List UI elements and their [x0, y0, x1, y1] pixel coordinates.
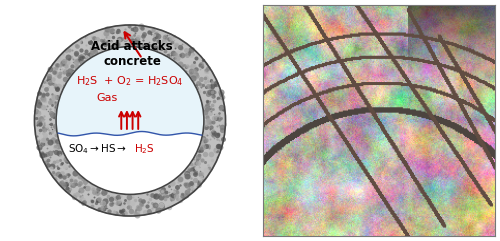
Circle shape	[34, 25, 226, 216]
Text: H$_2$S  + O$_2$ = H$_2$SO$_4$: H$_2$S + O$_2$ = H$_2$SO$_4$	[76, 74, 184, 88]
Circle shape	[56, 47, 204, 194]
Text: Gas: Gas	[97, 93, 118, 103]
Text: H$_2$S: H$_2$S	[134, 142, 155, 156]
Polygon shape	[56, 47, 204, 136]
Text: SO$_4$$\rightarrow$HS$\rightarrow$: SO$_4$$\rightarrow$HS$\rightarrow$	[68, 142, 128, 156]
Text: Acid attacks
concrete: Acid attacks concrete	[91, 40, 173, 68]
